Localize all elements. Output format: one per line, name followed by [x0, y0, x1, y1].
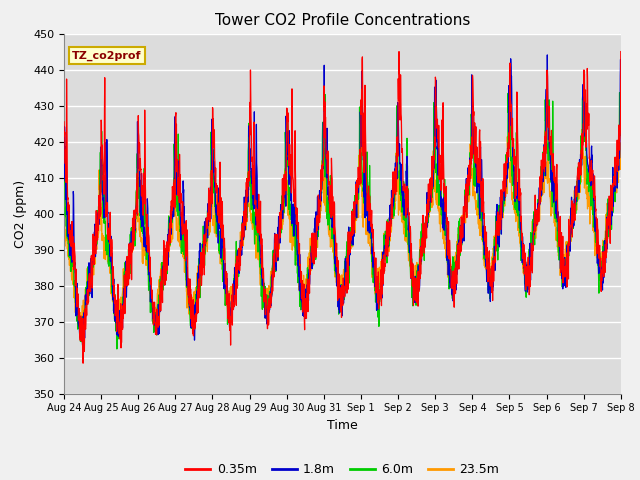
- 6.0m: [584, 176, 591, 182]
- 1.8m: [584, 161, 591, 167]
- 6.0m: [371, 280, 379, 286]
- 0.35m: [371, 262, 379, 267]
- 1.8m: [60, 157, 68, 163]
- Line: 6.0m: 6.0m: [64, 93, 621, 349]
- 23.5m: [615, 125, 623, 131]
- 0.35m: [568, 200, 576, 205]
- X-axis label: Time: Time: [327, 419, 358, 432]
- 0.35m: [395, 48, 403, 54]
- 6.0m: [216, 251, 223, 257]
- 23.5m: [584, 195, 591, 201]
- 6.0m: [113, 346, 121, 352]
- 6.0m: [617, 100, 625, 106]
- Text: TZ_co2prof: TZ_co2prof: [72, 51, 142, 61]
- 23.5m: [216, 237, 223, 242]
- 1.8m: [79, 342, 86, 348]
- 1.8m: [216, 204, 223, 210]
- Line: 0.35m: 0.35m: [64, 51, 621, 363]
- 0.35m: [359, 89, 367, 95]
- Line: 1.8m: 1.8m: [64, 55, 621, 345]
- 6.0m: [60, 180, 68, 185]
- 1.8m: [617, 80, 625, 85]
- 23.5m: [60, 225, 68, 231]
- 1.8m: [371, 284, 379, 289]
- 0.35m: [60, 119, 68, 125]
- 23.5m: [617, 154, 625, 159]
- 0.35m: [617, 48, 625, 54]
- 1.8m: [568, 230, 576, 236]
- 23.5m: [504, 158, 512, 164]
- 1.8m: [359, 139, 367, 145]
- 6.0m: [504, 110, 512, 116]
- 0.35m: [79, 360, 87, 366]
- 0.35m: [505, 154, 513, 160]
- 6.0m: [359, 177, 367, 183]
- 23.5m: [568, 219, 575, 225]
- 23.5m: [76, 326, 84, 332]
- Title: Tower CO2 Profile Concentrations: Tower CO2 Profile Concentrations: [214, 13, 470, 28]
- 0.35m: [216, 199, 223, 205]
- 0.35m: [584, 75, 591, 81]
- 1.8m: [543, 52, 551, 58]
- 23.5m: [359, 199, 367, 204]
- 1.8m: [504, 156, 512, 162]
- 6.0m: [568, 208, 575, 214]
- Legend: 0.35m, 1.8m, 6.0m, 23.5m: 0.35m, 1.8m, 6.0m, 23.5m: [180, 458, 504, 480]
- 23.5m: [371, 274, 379, 280]
- Y-axis label: CO2 (ppm): CO2 (ppm): [15, 180, 28, 248]
- 6.0m: [616, 90, 623, 96]
- Line: 23.5m: 23.5m: [64, 128, 621, 329]
